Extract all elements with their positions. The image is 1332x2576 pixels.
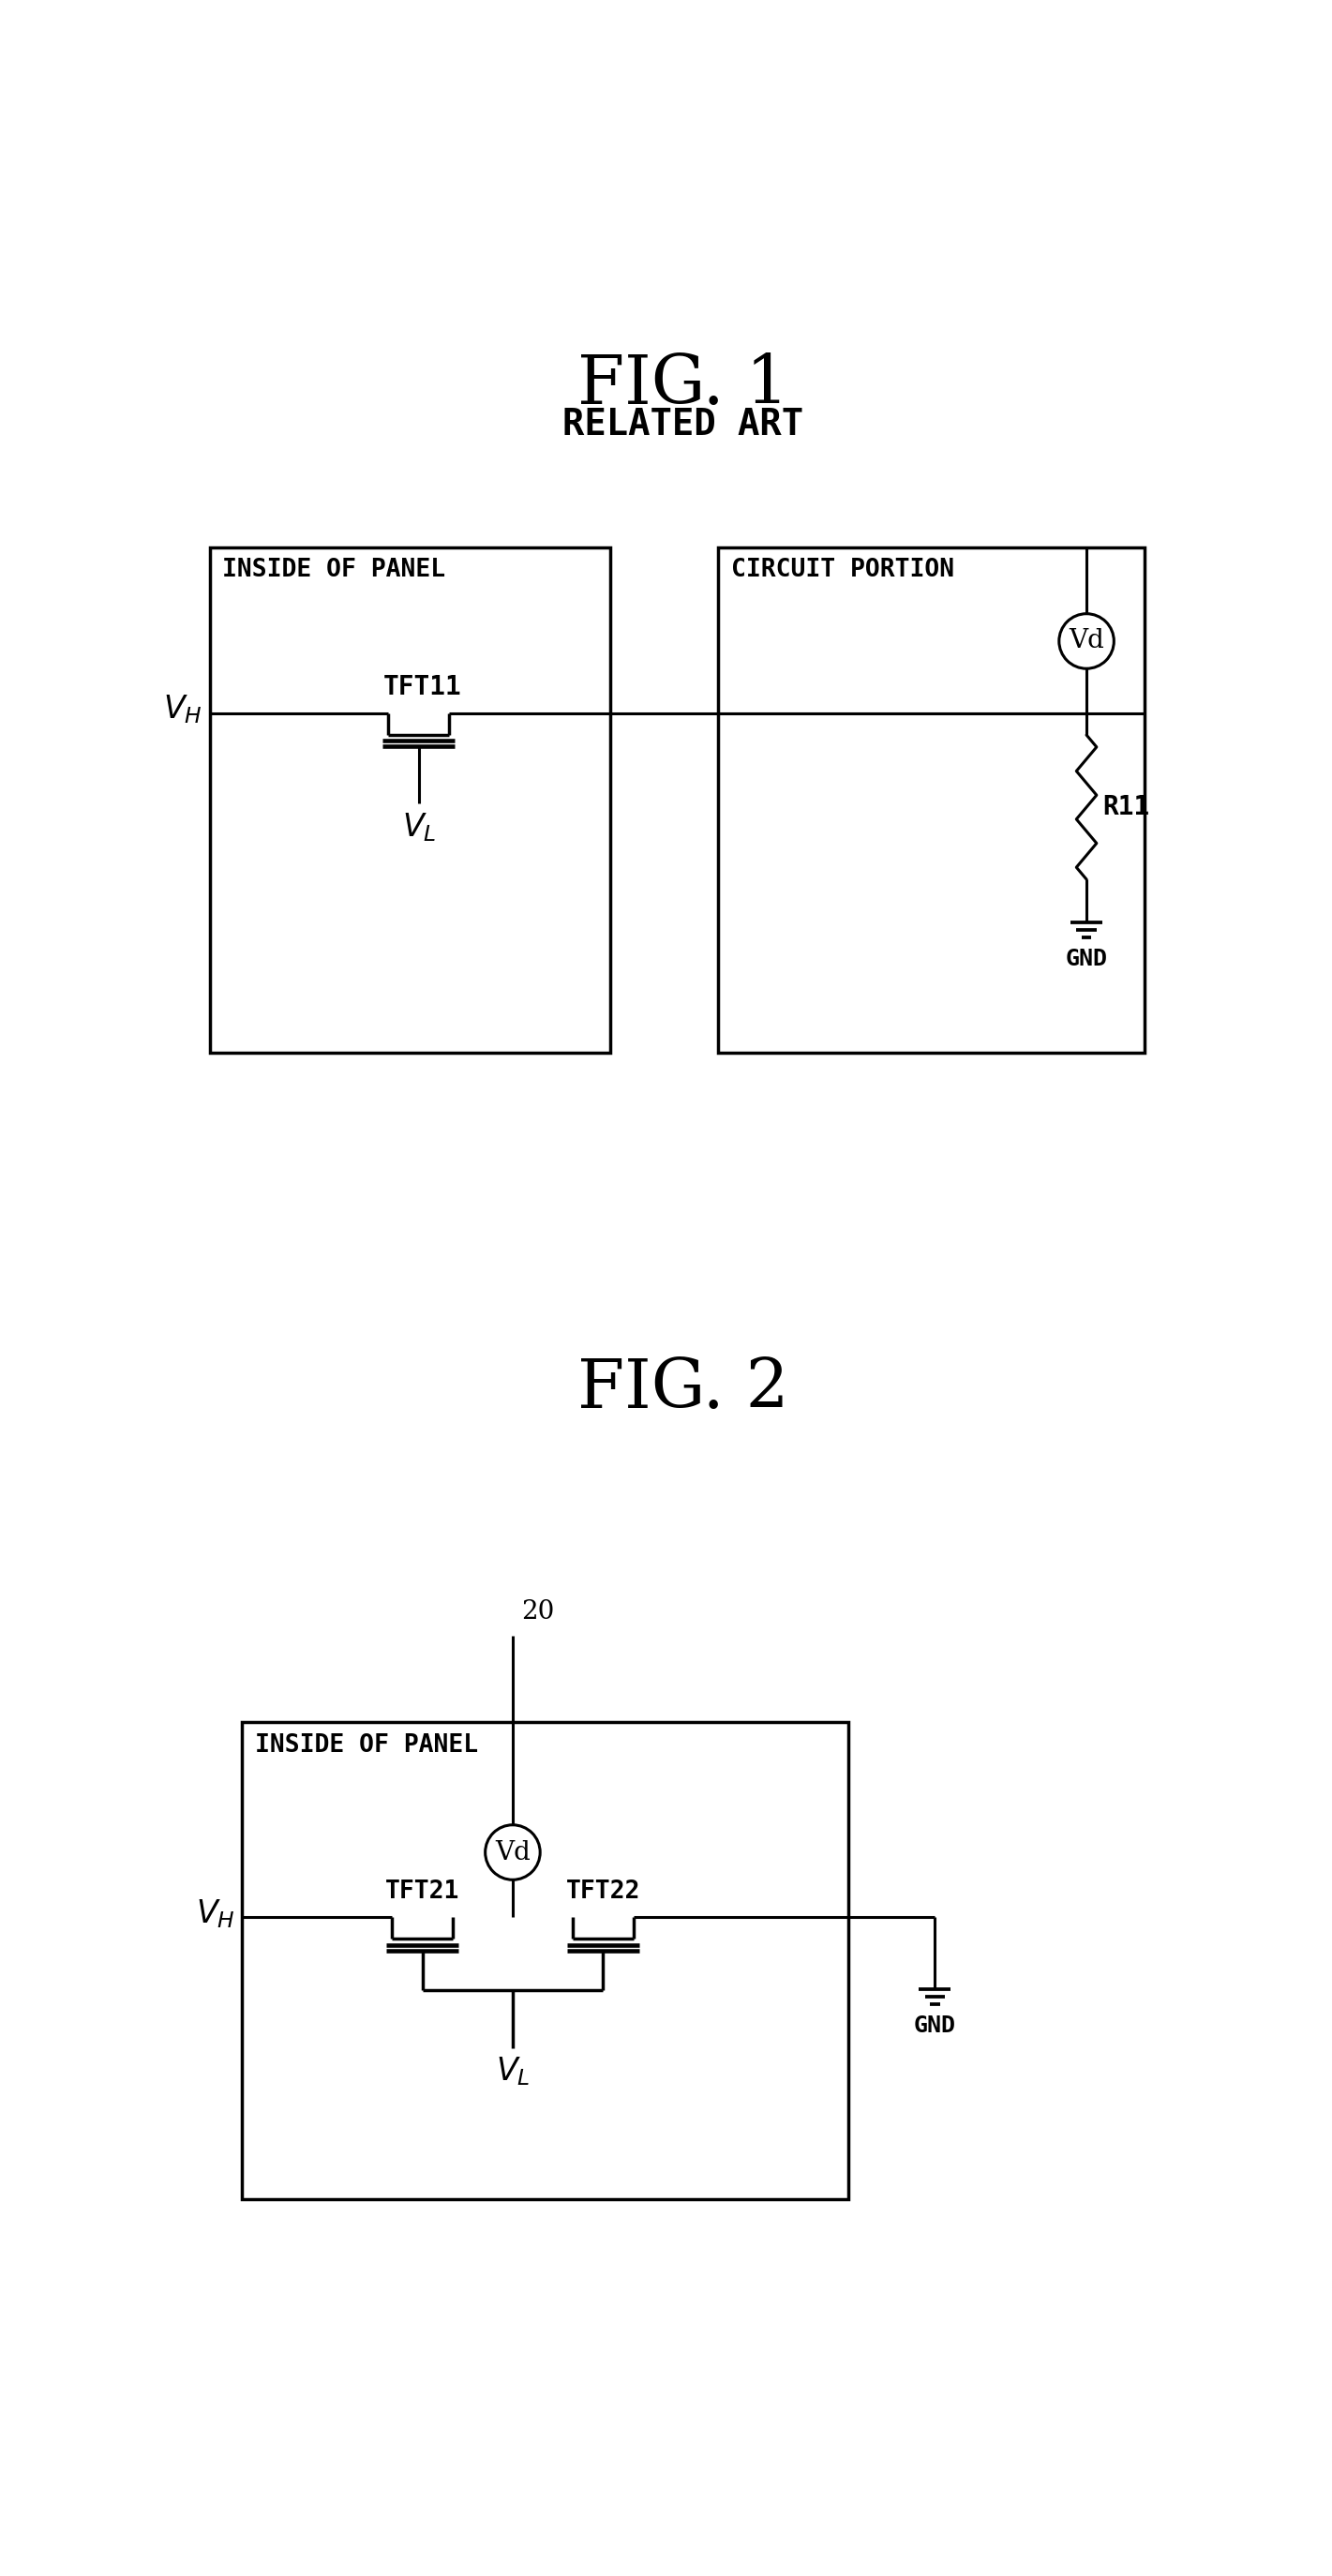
Text: FIG. 2: FIG. 2	[577, 1355, 789, 1422]
Text: $V_L$: $V_L$	[402, 811, 436, 842]
Text: INSIDE OF PANEL: INSIDE OF PANEL	[222, 559, 446, 582]
Text: $V_L$: $V_L$	[496, 2056, 530, 2087]
Text: GND: GND	[914, 2014, 956, 2038]
Text: $V_H$: $V_H$	[196, 1899, 234, 1929]
Text: TFT11: TFT11	[384, 675, 462, 701]
Circle shape	[485, 1824, 539, 1880]
Text: Vd: Vd	[1068, 629, 1104, 654]
Text: Vd: Vd	[496, 1839, 530, 1865]
Text: TFT22: TFT22	[566, 1880, 641, 1904]
Text: TFT21: TFT21	[385, 1880, 460, 1904]
Text: GND: GND	[1066, 948, 1108, 971]
Text: RELATED ART: RELATED ART	[562, 407, 803, 443]
Text: FIG. 1: FIG. 1	[577, 353, 789, 417]
Text: INSIDE OF PANEL: INSIDE OF PANEL	[254, 1734, 478, 1757]
Text: 20: 20	[521, 1600, 554, 1625]
Bar	[242, 1723, 848, 2200]
Bar	[718, 546, 1144, 1054]
Circle shape	[1059, 613, 1114, 670]
Text: R11: R11	[1103, 793, 1150, 819]
Text: CIRCUIT PORTION: CIRCUIT PORTION	[731, 559, 955, 582]
Text: $V_H$: $V_H$	[163, 693, 202, 726]
Bar	[209, 546, 610, 1054]
